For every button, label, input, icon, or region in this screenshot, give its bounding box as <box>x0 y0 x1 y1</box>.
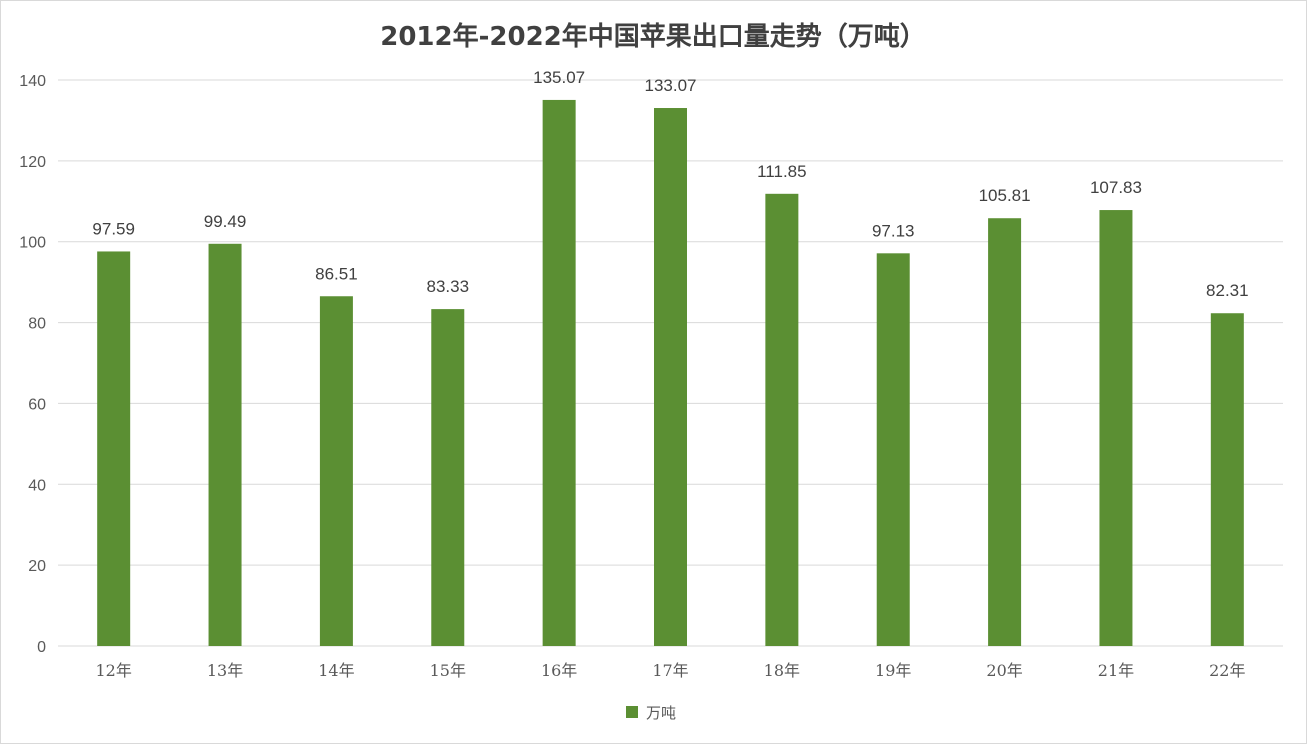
x-tick-label: 16年 <box>541 661 577 680</box>
bar <box>319 296 353 646</box>
y-tick-label: 80 <box>28 316 46 333</box>
bar <box>431 309 465 646</box>
data-label: 107.83 <box>1090 178 1142 197</box>
x-tick-label: 12年 <box>95 661 131 680</box>
data-label: 133.07 <box>645 76 697 95</box>
y-tick-label: 140 <box>19 73 46 90</box>
y-tick-label: 40 <box>28 477 46 494</box>
bar <box>1099 210 1133 646</box>
y-tick-label: 100 <box>19 235 46 252</box>
y-axis-ticks: 0 20 40 60 80 100 120 140 <box>19 73 46 656</box>
x-tick-label: 14年 <box>318 661 354 680</box>
y-tick-label: 120 <box>19 154 46 171</box>
chart-title: 2012年-2022年中国苹果出口量走势（万吨） <box>380 21 926 52</box>
y-tick-label: 60 <box>28 396 46 413</box>
bars <box>97 99 1244 647</box>
data-label: 105.81 <box>979 186 1031 205</box>
x-tick-label: 13年 <box>207 661 243 680</box>
x-tick-label: 18年 <box>764 661 800 680</box>
x-tick-label: 20年 <box>986 661 1022 680</box>
x-axis-categories: 12年 13年 14年 15年 16年 17年 18年 19年 20年 21年 22年 <box>95 661 1245 680</box>
data-label: 83.33 <box>426 277 469 296</box>
y-tick-label: 20 <box>28 558 46 575</box>
data-label: 97.13 <box>872 221 915 240</box>
data-label: 82.31 <box>1206 281 1249 300</box>
data-label: 111.85 <box>757 162 806 181</box>
bar <box>542 99 576 647</box>
x-tick-label: 22年 <box>1209 661 1245 680</box>
bar <box>988 218 1022 646</box>
bar <box>876 253 910 646</box>
legend-swatch <box>626 706 638 718</box>
data-labels: 97.59 99.49 86.51 83.33 135.07 133.07 111.85 97… <box>92 68 1248 300</box>
bar <box>97 251 131 646</box>
x-tick-label: 21年 <box>1098 661 1134 680</box>
x-tick-label: 19年 <box>875 661 911 680</box>
x-tick-label: 15年 <box>430 661 466 680</box>
bar <box>654 108 687 647</box>
data-label: 135.07 <box>533 68 585 87</box>
data-label: 97.59 <box>92 219 135 238</box>
bar <box>765 193 799 646</box>
bar <box>1210 313 1244 646</box>
data-label: 99.49 <box>204 212 247 231</box>
legend-label: 万吨 <box>646 704 676 722</box>
bar <box>208 243 242 647</box>
x-tick-label: 17年 <box>652 661 688 680</box>
legend: 万吨 <box>626 704 676 722</box>
data-label: 86.51 <box>315 264 358 283</box>
y-tick-label: 0 <box>37 639 46 656</box>
